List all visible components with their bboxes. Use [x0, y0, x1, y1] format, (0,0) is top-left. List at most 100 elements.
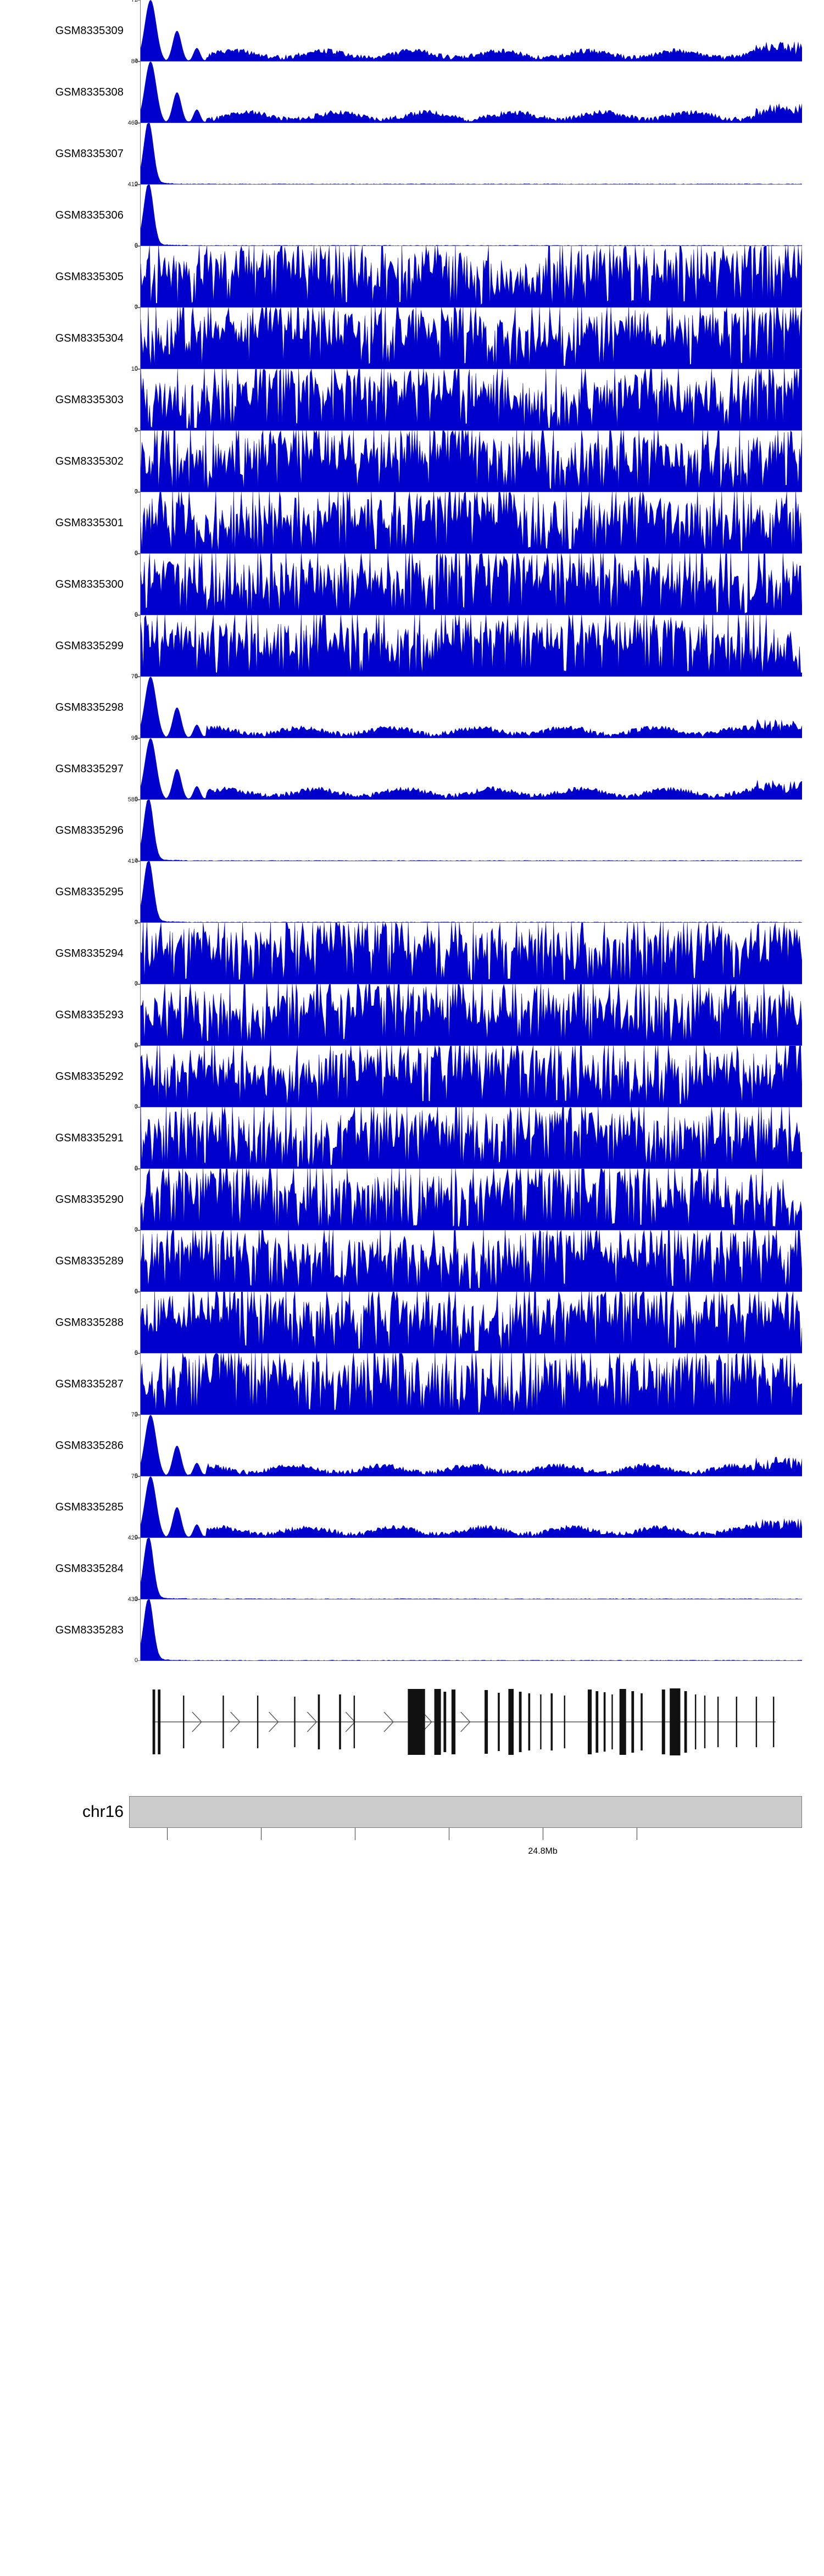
coverage-track-row[interactable]: GSM8335284 429 0 [0, 1535, 824, 1602]
track-right-margin [802, 308, 824, 369]
track-axis-line [137, 1230, 141, 1292]
coverage-plot[interactable] [141, 615, 802, 677]
ruler-tick-label: 24.8Mb [528, 1847, 558, 1856]
coverage-track-row[interactable]: GSM8335300 6 0 [0, 551, 824, 618]
coverage-plot[interactable] [141, 1538, 802, 1599]
coverage-track-row[interactable]: GSM8335296 586 0 [0, 797, 824, 864]
axis-min-label: 0 [134, 857, 138, 864]
coverage-plot[interactable] [141, 1107, 802, 1169]
track-axis-labels: 84 0 [129, 59, 140, 126]
coverage-plot[interactable] [141, 123, 802, 185]
coverage-plot[interactable] [141, 431, 802, 492]
coverage-plot[interactable] [141, 1046, 802, 1107]
coverage-track-row[interactable]: GSM8335305 6 0 [0, 243, 824, 310]
track-label: GSM8335291 [55, 1131, 124, 1144]
axis-max-label: 7 [134, 304, 138, 311]
track-right-margin [802, 861, 824, 923]
track-axis-labels: 429 0 [128, 1535, 140, 1602]
track-right-margin [802, 369, 824, 431]
coverage-track-row[interactable]: GSM8335289 7 0 [0, 1228, 824, 1295]
coverage-track-row[interactable]: GSM8335285 75 0 [0, 1474, 824, 1541]
coverage-track-row[interactable]: GSM8335303 10 0 [0, 366, 824, 433]
track-right-margin [802, 185, 824, 246]
track-axis-labels: 463 0 [127, 120, 140, 187]
axis-max-label: 73 [131, 1412, 138, 1418]
coverage-track-row[interactable]: GSM8335304 7 0 [0, 304, 824, 372]
axis-max-label: 8 [134, 1166, 138, 1172]
coverage-plot[interactable] [141, 1353, 802, 1415]
coordinate-ruler: 24.8Mb [0, 1828, 824, 1883]
gene-model[interactable] [141, 1681, 802, 1763]
coverage-track-row[interactable]: GSM8335283 433 0 [0, 1597, 824, 1664]
track-label: GSM8335304 [55, 332, 124, 344]
track-axis-line [137, 1169, 141, 1230]
coverage-plot[interactable] [141, 1599, 802, 1661]
track-label: GSM8335298 [55, 701, 124, 713]
track-axis-line [137, 1292, 141, 1353]
axis-max-label: 463 [127, 120, 138, 126]
coverage-plot[interactable] [141, 62, 802, 123]
coverage-track-row[interactable]: GSM8335301 7 0 [0, 489, 824, 556]
axis-min-label: 0 [134, 119, 138, 126]
coverage-plot[interactable] [141, 861, 802, 923]
coverage-plot[interactable] [141, 554, 802, 615]
coverage-tracks-container: GSM8335309 72 0 GSM8335308 84 0 GSM8335307 463 0… [0, 0, 824, 1664]
coverage-plot[interactable] [141, 984, 802, 1046]
coverage-plot[interactable] [141, 1415, 802, 1476]
coverage-track-row[interactable]: GSM8335287 5 0 [0, 1351, 824, 1418]
coverage-plot[interactable] [141, 677, 802, 738]
axis-max-label: 7 [134, 1104, 138, 1111]
coverage-plot[interactable] [141, 308, 802, 369]
coverage-track-row[interactable]: GSM8335302 7 0 [0, 428, 824, 495]
axis-min-label: 0 [134, 1350, 138, 1356]
coverage-plot[interactable] [141, 492, 802, 554]
track-axis-line [137, 677, 141, 738]
coverage-track-row[interactable]: GSM8335295 414 0 [0, 858, 824, 925]
coverage-track-row[interactable]: GSM8335288 6 0 [0, 1289, 824, 1356]
coverage-plot[interactable] [141, 246, 802, 308]
coverage-plot[interactable] [141, 369, 802, 431]
track-label: GSM8335283 [55, 1624, 124, 1636]
coverage-plot[interactable] [141, 0, 802, 62]
axis-max-label: 8 [134, 1042, 138, 1049]
coverage-track-row[interactable]: GSM8335297 91 0 [0, 735, 824, 802]
track-label: GSM8335292 [55, 1070, 124, 1083]
coverage-plot[interactable] [141, 185, 802, 246]
coverage-track-row[interactable]: GSM8335306 412 0 [0, 182, 824, 249]
axis-min-label: 0 [134, 734, 138, 741]
track-right-margin [802, 1415, 824, 1476]
coverage-track-row[interactable]: GSM8335290 8 0 [0, 1166, 824, 1233]
chromosome-bar[interactable] [129, 1796, 802, 1828]
track-label: GSM8335294 [55, 947, 124, 960]
coverage-plot[interactable] [141, 1292, 802, 1353]
coverage-plot[interactable] [141, 738, 802, 800]
coverage-plot[interactable] [141, 1230, 802, 1292]
axis-min-label: 0 [134, 980, 138, 987]
track-axis-labels: 412 0 [128, 182, 140, 249]
coverage-track-row[interactable]: GSM8335293 7 0 [0, 982, 824, 1049]
coverage-track-row[interactable]: GSM8335286 73 0 [0, 1412, 824, 1479]
track-right-margin [802, 984, 824, 1046]
coverage-plot[interactable] [141, 800, 802, 861]
gene-annotation-track[interactable] [0, 1681, 824, 1763]
track-right-margin [802, 554, 824, 615]
coverage-track-row[interactable]: GSM8335294 7 0 [0, 920, 824, 987]
chromosome-bar-holder[interactable] [129, 1796, 824, 1828]
coverage-track-row[interactable]: GSM8335299 6 0 [0, 612, 824, 679]
coverage-plot[interactable] [141, 923, 802, 984]
track-right-margin [802, 1292, 824, 1353]
coverage-track-row[interactable]: GSM8335308 84 0 [0, 59, 824, 126]
coverage-track-row[interactable]: GSM8335307 463 0 [0, 120, 824, 187]
track-axis-line [137, 1599, 141, 1661]
track-right-margin [802, 1353, 824, 1415]
coverage-plot[interactable] [141, 1169, 802, 1230]
track-axis-labels: 10 0 [129, 366, 140, 433]
coverage-track-row[interactable]: GSM8335298 76 0 [0, 674, 824, 741]
coverage-plot[interactable] [141, 1476, 802, 1538]
coverage-track-row[interactable]: GSM8335292 8 0 [0, 1042, 824, 1110]
coverage-track-row[interactable]: GSM8335309 72 0 [0, 0, 824, 64]
coverage-track-row[interactable]: GSM8335291 7 0 [0, 1104, 824, 1172]
